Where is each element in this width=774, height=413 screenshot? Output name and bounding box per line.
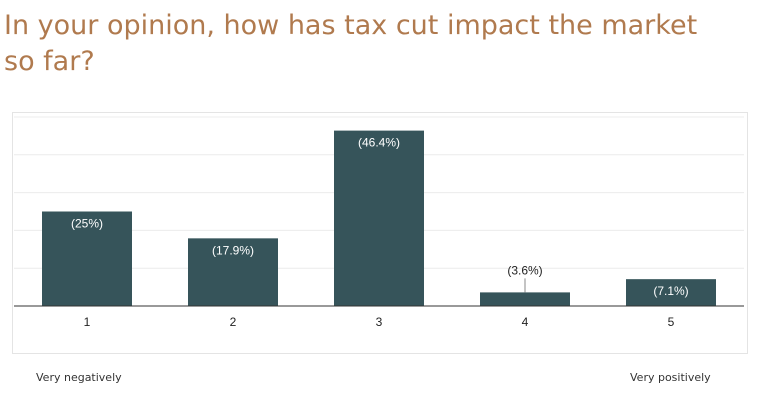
data-label-3: (46.4%) xyxy=(358,136,400,150)
bar-1 xyxy=(42,211,132,306)
x-tick-label-1: 1 xyxy=(84,315,91,329)
data-label-4: (3.6%) xyxy=(507,263,542,277)
x-tick-label-3: 3 xyxy=(376,315,383,329)
x-tick-label-4: 4 xyxy=(522,315,529,329)
data-label-1: (25%) xyxy=(71,217,103,231)
bar-4 xyxy=(480,292,570,306)
x-tick-label-2: 2 xyxy=(230,315,237,329)
question-title: In your opinion, how has tax cut impact … xyxy=(4,10,698,77)
x-tick-label-5: 5 xyxy=(668,315,675,329)
data-label-5: (7.1%) xyxy=(653,284,688,298)
bar-2 xyxy=(188,238,278,306)
data-label-2: (17.9%) xyxy=(212,243,254,257)
bar-5 xyxy=(626,279,716,306)
scale-high-label: Very positively xyxy=(630,371,711,384)
scale-low-label: Very negatively xyxy=(36,371,122,384)
bar-3 xyxy=(334,130,424,306)
